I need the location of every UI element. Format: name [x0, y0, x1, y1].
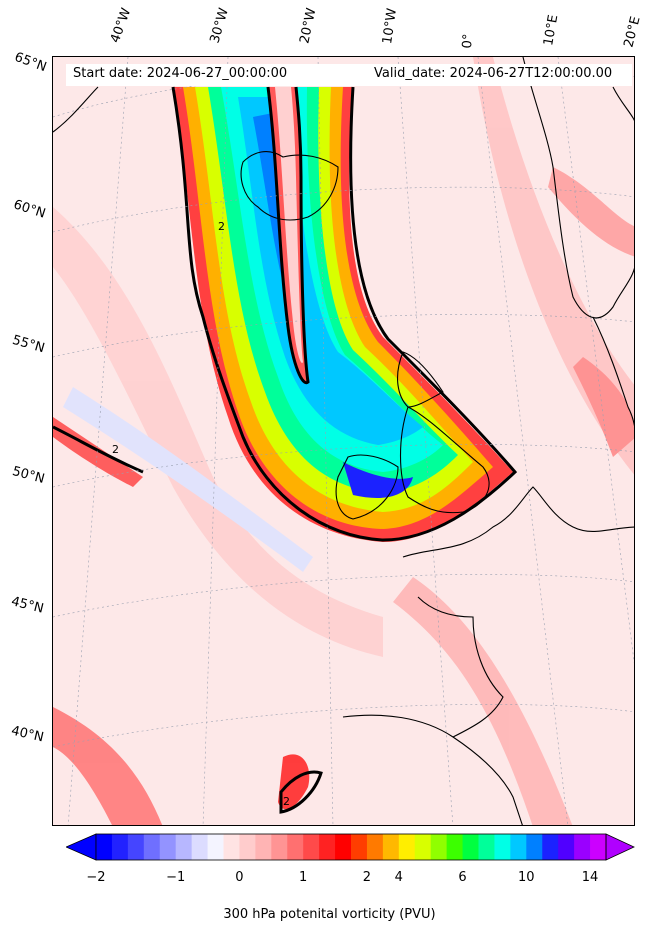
colorbar-tick-label: −1 [166, 870, 186, 885]
pv-2-contour [53, 86, 518, 814]
colorbar-swatch [207, 834, 224, 860]
valid-date-label: Valid_date: 2024-06-27T12:00:00.00 [374, 66, 613, 81]
colorbar-swatch [366, 834, 384, 860]
colorbar-swatch [462, 834, 479, 860]
lon-label-10w: 10°W [380, 7, 400, 45]
colorbar-tick-label: 14 [581, 870, 599, 885]
colorbar-swatch [319, 834, 336, 860]
britain-coast [399, 406, 490, 514]
lat-label-40n: 40°N [9, 723, 46, 746]
biscay-coast [417, 596, 504, 738]
lon-label-20e: 20°E [621, 15, 644, 49]
colorbar-swatch [558, 834, 575, 860]
colorbar-swatch [175, 834, 193, 860]
colorbar-swatch [574, 834, 591, 860]
lon-label-40w: 40°W [107, 6, 135, 45]
iceland-coast [240, 151, 339, 221]
ireland-coast [335, 454, 399, 520]
colorbar-tick-label: 2 [362, 870, 372, 885]
contour-label: 2 [218, 220, 225, 233]
colorbar-tick-label: 4 [394, 870, 403, 885]
colorbar-tick-label: 1 [299, 870, 308, 885]
colorbar-swatch [287, 834, 304, 860]
colorbar-swatch [127, 834, 145, 860]
colorbar-swatch [414, 834, 432, 860]
colorbar-swatch [111, 834, 129, 860]
lon-label-0: 0° [460, 33, 477, 49]
france-north-coast [402, 486, 634, 558]
contour-label: 2 [283, 795, 290, 808]
colorbar-swatch [335, 834, 352, 860]
colorbar-swatch [494, 834, 511, 860]
iberia-north-coast [342, 714, 523, 825]
colorbar-swatch [398, 834, 416, 860]
map-panel [52, 56, 635, 826]
colorbar-label: 300 hPa potenital vorticity (PVU) [223, 907, 436, 922]
colorbar-extend-low [66, 833, 97, 861]
colorbar-swatch [255, 834, 272, 860]
header-background [66, 64, 632, 86]
norway-coast [522, 57, 634, 319]
lon-label-20w: 20°W [297, 6, 320, 45]
colorbar [66, 833, 635, 861]
colorbar-swatch [239, 834, 256, 860]
lon-label-10e: 10°E [541, 13, 562, 47]
colorbar-swatch [478, 834, 495, 860]
colorbar-swatch [542, 834, 559, 860]
colorbar-swatch [351, 834, 368, 860]
colorbar-tick-label: 10 [518, 870, 535, 885]
graticule [53, 57, 634, 825]
colorbar-swatch [382, 834, 400, 860]
pv-background-streaks [53, 57, 634, 825]
colorbar-swatch [303, 834, 320, 860]
contour-label: 2 [112, 443, 119, 456]
denmark-coast [592, 316, 634, 427]
colorbar-swatch [96, 834, 113, 860]
colorbar-tick-label: −2 [86, 870, 106, 885]
colorbar-swatch [271, 834, 288, 860]
colorbar-swatch [430, 834, 448, 860]
pv-map [53, 57, 634, 825]
colorbar-swatch [143, 834, 161, 860]
colorbar-tick-label: 0 [235, 870, 244, 885]
colorbar-swatch [590, 834, 607, 860]
colorbar-swatch [510, 834, 527, 860]
lon-label-30w: 30°W [207, 6, 232, 46]
colorbar-swatch [191, 834, 209, 860]
start-date-label: Start date: 2024-06-27_00:00:00 [73, 66, 288, 81]
colorbar-tick-label: 6 [458, 870, 467, 885]
colorbar-swatch [223, 834, 240, 860]
scotland-coast [397, 351, 444, 408]
lat-label-65n: 65°N [12, 49, 49, 76]
coastlines [53, 57, 634, 825]
lat-label-45n: 45°N [9, 594, 46, 617]
lat-label-50n: 50°N [10, 464, 47, 487]
lat-label-60n: 60°N [11, 197, 48, 222]
colorbar-extend-high [605, 833, 635, 861]
colorbar-swatch [446, 834, 464, 860]
colorbar-swatch [159, 834, 177, 860]
lat-label-55n: 55°N [10, 332, 47, 357]
colorbar-swatch [526, 834, 543, 860]
colorbar-border [95, 833, 607, 861]
